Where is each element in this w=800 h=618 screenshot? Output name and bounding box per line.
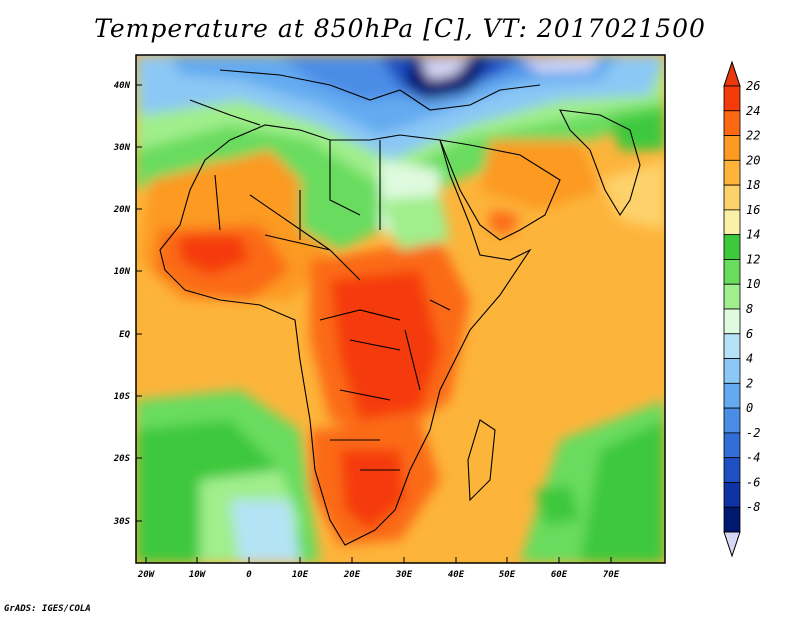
colorbar-label: 6: [746, 327, 753, 341]
colorbar-segment: [723, 358, 741, 384]
lat-tick-label: 40N: [114, 81, 131, 91]
lon-tick-label: 20E: [343, 570, 361, 580]
lon-tick-label: 40E: [448, 570, 465, 580]
colorbar-label: 20: [746, 153, 760, 167]
colorbar-label: -6: [746, 475, 760, 489]
colorbar-segment: [723, 159, 741, 186]
colorbar-segment: [723, 482, 741, 508]
lat-tick-label: 10N: [114, 267, 131, 277]
lon-tick-label: 0: [246, 570, 252, 580]
colorbar-segment: [723, 85, 741, 112]
lat-tick-label: 20S: [113, 454, 131, 464]
map-title: Temperature at 850hPa [C], VT: 201702150…: [94, 14, 706, 43]
credit-label: GrADS: IGES/COLA: [4, 604, 91, 614]
colorbar-label: 18: [746, 178, 760, 192]
coastlines: [159, 69, 641, 546]
colorbar-segment: [723, 184, 741, 211]
colorbar-label: 12: [746, 252, 760, 266]
lon-tick-label: 50E: [499, 570, 516, 580]
colorbar-label: 4: [746, 352, 753, 366]
colorbar-segment: [723, 506, 741, 533]
colorbar-label: 16: [746, 203, 760, 217]
colorbar-label: 2: [746, 376, 753, 390]
lon-tick-label: 20W: [137, 570, 156, 580]
colorbar-segment: [723, 407, 741, 434]
lon-tick-label: 30E: [395, 570, 413, 580]
colorbar-segment: [723, 457, 741, 483]
lon-tick-label: 70E: [603, 570, 620, 580]
colorbar-segment: [723, 110, 741, 136]
colorbar-segment: [723, 234, 741, 260]
lat-tick-label: 30S: [113, 517, 131, 527]
colorbar-segment: [723, 308, 741, 335]
colorbar-segment: [723, 283, 741, 310]
colorbar-label: 14: [746, 228, 760, 242]
lat-tick-label: EQ: [119, 330, 130, 340]
colorbar-label: -2: [746, 426, 760, 440]
colorbar-label: 26: [746, 79, 760, 93]
colorbar-label: 22: [746, 129, 760, 143]
colorbar-label: -4: [746, 451, 760, 465]
colorbar-segment: [723, 432, 741, 459]
map-frame: [135, 54, 666, 564]
lon-tick-label: 10E: [292, 570, 309, 580]
lat-tick-label: 20N: [113, 205, 131, 215]
temperature-field: [136, 55, 665, 563]
lat-tick-label: 10S: [114, 392, 131, 402]
colorbar-label: 24: [746, 104, 760, 118]
lon-tick-label: 10W: [189, 570, 207, 580]
colorbar-label: 8: [746, 302, 753, 316]
colorbar-label: 10: [746, 277, 760, 291]
colorbar-segment: [723, 135, 741, 161]
map-axes: 40N 30N 20N 10N EQ 10S 20S 30S 20W 10W 0 10E 20E 30E 4…: [113, 81, 620, 580]
colorbar-segment: [723, 382, 741, 409]
colorbar-segment: [723, 333, 741, 359]
lat-tick-label: 30N: [113, 143, 131, 153]
colorbar-segment: [723, 259, 741, 285]
colorbar-segment: [723, 209, 741, 236]
lon-tick-label: 60E: [551, 570, 568, 580]
colorbar-arrow-bottom: [723, 531, 741, 558]
colorbar-label: -8: [746, 500, 760, 514]
colorbar-label: 0: [746, 401, 753, 415]
colorbar-arrow-top: [723, 60, 741, 87]
